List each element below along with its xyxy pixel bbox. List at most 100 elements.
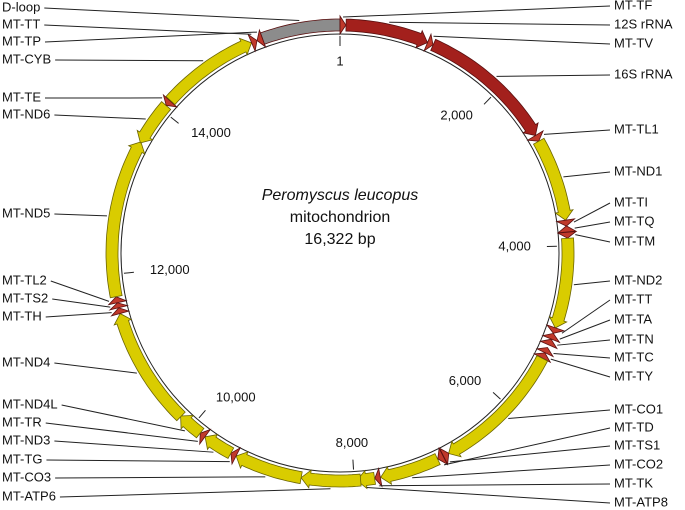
leader-line <box>574 221 611 229</box>
leader-line <box>563 171 611 178</box>
leader-line <box>366 486 611 504</box>
feature-label: MT-TM <box>614 233 655 248</box>
leader-line <box>550 358 611 378</box>
tick-mark <box>492 391 501 400</box>
tick-label: 1 <box>336 53 343 68</box>
tick-label: 4,000 <box>498 238 531 253</box>
genome-length: 16,322 bp <box>304 231 375 248</box>
feature-arrow <box>259 18 341 45</box>
feature-label: MT-ND1 <box>614 163 662 178</box>
leader-line <box>573 280 611 286</box>
tick-mark <box>123 271 134 274</box>
feature-label: 12S rRNA <box>614 16 673 31</box>
tick-mark <box>352 459 355 470</box>
genome-circle <box>120 33 560 473</box>
leader-line <box>54 114 146 120</box>
feature-label: MT-ATP8 <box>614 494 668 509</box>
leader-line <box>557 339 611 346</box>
feature-arrow <box>532 137 574 221</box>
tick-label: 6,000 <box>449 373 482 388</box>
title-species: Peromyscus leucopus <box>262 187 419 204</box>
feature-arrow <box>555 218 576 227</box>
title-organelle: mitochondrion <box>290 209 391 226</box>
feature-arrow <box>108 302 129 311</box>
feature-arrow <box>423 32 434 52</box>
feature-label: MT-TP <box>2 33 41 48</box>
feature-arrow <box>107 296 128 306</box>
feature-label: MT-TT <box>614 291 652 306</box>
feature-label: MT-TV <box>614 35 653 50</box>
feature-label: MT-TQ <box>614 213 654 228</box>
feature-arrow <box>548 237 575 329</box>
feature-arrow <box>165 37 253 106</box>
feature-arrow <box>235 451 303 485</box>
feature-arrow <box>136 101 172 144</box>
leader-line <box>54 362 137 374</box>
feature-label: MT-TC <box>614 349 654 364</box>
feature-arrow <box>526 129 544 142</box>
feature-label: MT-TK <box>614 475 653 490</box>
leader-line <box>45 422 198 442</box>
feature-arrow <box>110 307 131 317</box>
feature-arrow <box>380 453 441 486</box>
leader-line <box>508 409 611 419</box>
feature-label: MT-TG <box>2 451 42 466</box>
leader-line <box>45 312 112 318</box>
leader-line <box>50 280 110 302</box>
feature-arrow <box>448 354 549 458</box>
feature-arrow <box>339 14 347 36</box>
feature-label: MT-ND6 <box>2 106 50 121</box>
feature-arrow <box>247 33 258 53</box>
leader-line <box>433 35 611 45</box>
leader-line <box>55 59 204 62</box>
leader-line <box>543 129 611 135</box>
feature-arrow <box>345 18 429 49</box>
feature-label: MT-CO1 <box>614 401 663 416</box>
feature-label: MT-CO2 <box>614 456 663 471</box>
feature-arrow <box>356 469 376 490</box>
feature-arrow <box>556 230 578 239</box>
leader-line <box>61 404 185 432</box>
leader-line <box>573 202 611 223</box>
leader-line <box>44 24 252 35</box>
feature-arrow <box>430 38 539 136</box>
feature-label: MT-TN <box>614 331 654 346</box>
leader-line <box>54 213 107 217</box>
feature-arrow <box>199 428 212 446</box>
feature-label: MT-TF <box>614 0 652 12</box>
leader-line <box>54 440 214 453</box>
leader-line <box>46 459 230 463</box>
leader-line <box>559 319 611 340</box>
leader-line <box>389 21 611 26</box>
feature-label: MT-CYB <box>2 51 51 66</box>
feature-label: MT-TD <box>614 419 654 434</box>
tick-mark <box>170 116 179 124</box>
leader-line <box>52 298 111 308</box>
feature-label: MT-TT <box>2 16 40 31</box>
feature-label: MT-TR <box>2 414 42 429</box>
leader-line <box>343 5 611 18</box>
feature-label: MT-ND5 <box>2 205 50 220</box>
leader-line <box>575 234 611 243</box>
tick-label: 12,000 <box>150 262 190 277</box>
tick-label: 14,000 <box>191 125 231 140</box>
feature-label: MT-ND4L <box>2 396 58 411</box>
feature-arrow <box>105 141 146 299</box>
leader-line <box>412 464 611 479</box>
feature-arrow <box>204 434 235 459</box>
feature-arrow <box>180 415 205 439</box>
leader-line <box>561 299 611 334</box>
feature-label: MT-ND3 <box>2 432 50 447</box>
feature-label: MT-ND2 <box>614 272 662 287</box>
feature-label: MT-TL1 <box>614 121 659 136</box>
leader-line <box>449 445 611 463</box>
feature-label: MT-TE <box>2 89 41 104</box>
leader-line <box>496 74 611 77</box>
feature-label: 16S rRNA <box>614 66 673 81</box>
leader-line <box>378 483 611 487</box>
feature-label: MT-TH <box>2 308 42 323</box>
feature-arrow <box>300 469 362 489</box>
leader-line <box>443 427 611 466</box>
leader-line <box>59 488 331 498</box>
tick-mark <box>483 96 492 105</box>
